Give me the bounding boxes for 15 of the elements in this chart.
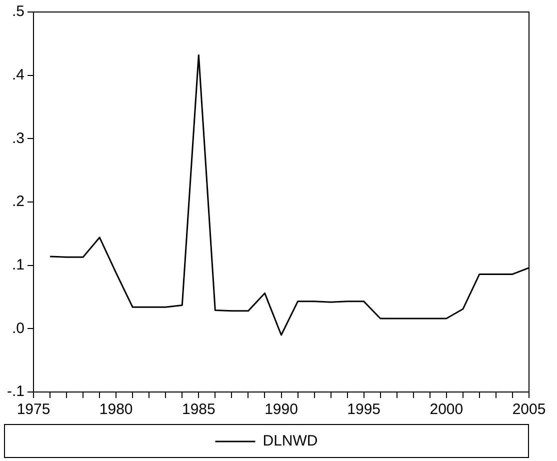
x-tick-label: 1980	[99, 401, 133, 418]
x-tick-label: 2005	[512, 401, 546, 418]
x-tick-label: 1995	[347, 401, 381, 418]
y-tick-label: .2	[12, 193, 25, 210]
y-tick-label: .5	[12, 3, 25, 20]
x-tick-label: 2000	[430, 401, 464, 418]
y-tick-label: .3	[12, 130, 25, 147]
x-tick-label: 1985	[182, 401, 216, 418]
y-tick-label: .0	[12, 320, 25, 337]
x-tick-label: 1975	[16, 401, 50, 418]
x-tick-label: 1990	[264, 401, 298, 418]
y-tick-label: -.1	[6, 383, 25, 400]
y-tick-label: .1	[12, 256, 25, 274]
legend-label: DLNWD	[262, 432, 318, 450]
y-tick-label: .4	[12, 66, 25, 84]
